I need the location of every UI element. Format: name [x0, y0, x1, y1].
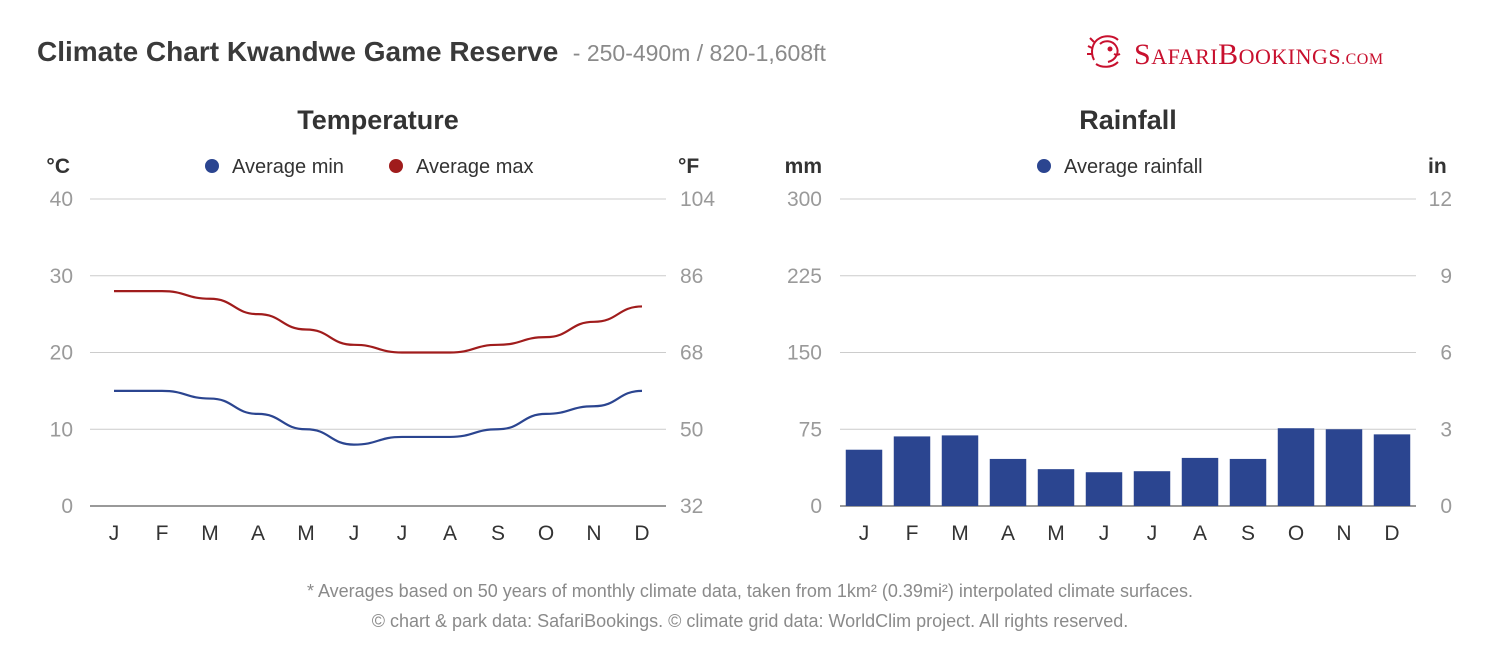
- left-axis-unit: °C: [46, 155, 70, 178]
- x-tick-label: S: [491, 522, 505, 545]
- x-tick-label: J: [859, 522, 870, 545]
- y-tick-label-left: 20: [50, 342, 73, 365]
- x-tick-label: F: [156, 522, 169, 545]
- y-tick-label-left: 0: [61, 495, 73, 518]
- x-tick-label: D: [634, 522, 649, 545]
- rainfall-bar: [989, 458, 1027, 506]
- x-tick-label: J: [109, 522, 120, 545]
- legend-marker: [1037, 159, 1051, 173]
- legend-label: Average min: [232, 156, 344, 178]
- x-tick-label: J: [349, 522, 360, 545]
- rainfall-bar: [893, 436, 931, 506]
- y-tick-label-right: 104: [680, 188, 715, 211]
- x-tick-label: M: [201, 522, 219, 545]
- rainfall-bar: [1133, 471, 1171, 506]
- legend-marker: [389, 159, 403, 173]
- x-tick-label: J: [1099, 522, 1110, 545]
- page-subtitle: - 250-490m / 820-1,608ft: [572, 40, 826, 66]
- y-tick-label-left: 0: [810, 495, 822, 518]
- rainfall-bar: [1277, 428, 1315, 506]
- series-line-average-min: [114, 389, 643, 446]
- x-tick-label: J: [1147, 522, 1158, 545]
- y-tick-label-left: 30: [50, 265, 73, 288]
- x-tick-label: M: [1047, 522, 1065, 545]
- x-tick-label: A: [1001, 522, 1015, 545]
- right-axis-unit: °F: [678, 155, 699, 178]
- rainfall-bar: [1325, 429, 1363, 506]
- x-tick-label: M: [951, 522, 969, 545]
- y-tick-label-left: 75: [799, 418, 822, 441]
- x-tick-label: O: [1288, 522, 1304, 545]
- x-tick-label: N: [586, 522, 601, 545]
- logo-wordmark: SAFARIBOOKINGS.COM: [1134, 38, 1384, 71]
- chart-header: Climate Chart Kwandwe Game Reserve - 250…: [37, 36, 826, 68]
- x-tick-label: A: [251, 522, 265, 545]
- y-tick-label-right: 86: [680, 265, 703, 288]
- rainfall-bar: [1037, 469, 1075, 506]
- y-tick-label-right: 6: [1440, 342, 1452, 365]
- lion-head-icon: [1087, 35, 1121, 68]
- y-tick-label-right: 68: [680, 342, 703, 365]
- y-tick-label-left: 300: [787, 188, 822, 211]
- footnote-data-source: * Averages based on 50 years of monthly …: [306, 581, 1194, 601]
- x-tick-label: M: [297, 522, 315, 545]
- legend-label: Average rainfall: [1064, 156, 1203, 178]
- legend-label: Average max: [416, 156, 533, 178]
- series-line-average-max: [114, 290, 643, 354]
- y-tick-label-left: 40: [50, 188, 73, 211]
- legend-marker: [205, 159, 219, 173]
- rainfall-bar: [941, 435, 979, 506]
- rainfall-bar: [1085, 472, 1123, 506]
- footnote-copyright: © chart & park data: SafariBookings. © c…: [371, 611, 1129, 631]
- y-tick-label-left: 225: [787, 265, 822, 288]
- y-tick-label-right: 50: [680, 418, 703, 441]
- x-tick-label: O: [538, 522, 554, 545]
- x-tick-label: F: [906, 522, 919, 545]
- y-tick-label-left: 150: [787, 342, 822, 365]
- rainfall-bar: [1181, 457, 1219, 506]
- y-tick-label-right: 3: [1440, 418, 1452, 441]
- chart-title: Rainfall: [1079, 105, 1177, 135]
- x-tick-label: J: [397, 522, 408, 545]
- chart-title: Temperature: [297, 105, 459, 135]
- x-tick-label: N: [1336, 522, 1351, 545]
- x-tick-label: A: [1193, 522, 1207, 545]
- x-tick-label: A: [443, 522, 457, 545]
- y-tick-label-right: 9: [1440, 265, 1452, 288]
- rainfall-bar: [1373, 434, 1411, 506]
- rainfall-bar: [845, 449, 883, 506]
- x-tick-label: S: [1241, 522, 1255, 545]
- page-title: Climate Chart Kwandwe Game Reserve: [37, 36, 559, 67]
- rainfall-bar: [1229, 458, 1267, 506]
- y-tick-label-left: 10: [50, 418, 73, 441]
- y-tick-label-right: 32: [680, 495, 703, 518]
- left-axis-unit: mm: [785, 155, 822, 178]
- right-axis-unit: in: [1428, 155, 1447, 178]
- y-tick-label-right: 0: [1440, 495, 1452, 518]
- x-tick-label: D: [1384, 522, 1399, 545]
- y-tick-label-right: 12: [1429, 188, 1452, 211]
